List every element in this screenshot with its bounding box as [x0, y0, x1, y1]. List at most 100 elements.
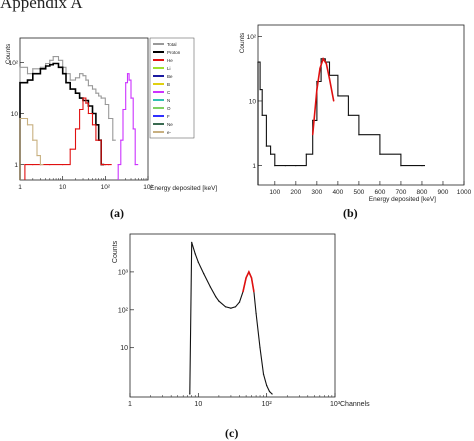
data-point-a-2-5	[69, 148, 71, 150]
data-point-b-0-19	[421, 165, 423, 167]
data-point-c-0-18	[259, 347, 261, 349]
chart-a-svg: 1 10 10² 10³ 1 10 10² Energy deposited [keV] Cou…	[5, 37, 217, 192]
data-point-b-0-6	[284, 165, 286, 167]
chart-panel-b: 100 200 300 400 500 600 700 800 900 1000 1 10 10² Ene…	[236, 15, 474, 220]
data-point-c-0-9	[230, 307, 232, 309]
data-point-a-2-14	[104, 164, 106, 166]
data-point-a-1-8	[62, 73, 64, 75]
data-point-c-0-3	[197, 261, 199, 263]
data-point-a-0-13	[82, 75, 84, 77]
data-point-c-1-3	[250, 277, 253, 279]
legend-box	[149, 37, 195, 139]
x-tick-label-b-8: 900	[438, 189, 449, 196]
data-point-a-1-2	[32, 73, 34, 75]
data-point-b-0-4	[270, 153, 272, 155]
data-point-a-1-11	[74, 92, 77, 94]
data-point-a-1-7	[57, 66, 60, 68]
data-point-b-0-1	[259, 89, 261, 91]
data-point-a-0-14	[85, 79, 87, 81]
data-point-a-0-21	[108, 117, 110, 120]
data-point-a-2-4	[62, 164, 64, 166]
data-point-a-0-5	[49, 59, 51, 61]
data-point-c-0-10	[234, 306, 237, 308]
legend-label-0: Total	[167, 42, 177, 47]
y-axis-label-b: Counts	[239, 32, 246, 53]
legend-label-5: B	[167, 82, 170, 87]
data-point-a-1-6	[52, 62, 54, 65]
data-point-a-2-8	[82, 97, 84, 99]
data-point-b-1-6	[333, 100, 335, 102]
data-point-b-0-16	[358, 134, 360, 136]
data-point-c-0-2	[194, 253, 196, 255]
data-point-c-1-0	[242, 291, 244, 293]
plot-frame-a	[19, 37, 149, 181]
data-point-a-2-7	[79, 108, 81, 111]
data-point-a-0-10	[69, 79, 71, 81]
data-point-a-0-19	[100, 97, 102, 99]
x-tick-label-b-6: 700	[396, 189, 407, 196]
data-point-a-4-3	[36, 155, 38, 157]
data-point-a-0-0	[19, 66, 21, 68]
data-point-c-1-1	[245, 277, 247, 279]
data-point-a-4-0	[19, 117, 21, 120]
series-line-b-0	[257, 58, 425, 185]
x-tick-label-a-3: 10³	[143, 184, 153, 191]
data-point-c-0-1	[191, 241, 193, 243]
data-point-b-0-2	[261, 114, 263, 116]
data-point-c-0-22	[271, 393, 273, 395]
legend-label-3: Li	[167, 66, 171, 71]
data-point-a-0-4	[45, 62, 47, 65]
data-point-a-1-9	[65, 82, 67, 84]
y-tick-label-c-2: 10³	[118, 269, 129, 276]
legend-label-1: Proton	[167, 50, 181, 55]
data-point-a-3-2	[122, 108, 124, 111]
data-point-a-3-8	[134, 164, 136, 166]
data-point-a-2-6	[74, 128, 77, 130]
data-point-a-2-9	[85, 102, 87, 104]
data-point-a-3-6	[130, 97, 132, 99]
data-point-a-0-2	[32, 68, 34, 70]
legend-label-6: C	[167, 90, 171, 95]
plot-frame-b	[257, 24, 465, 186]
data-point-b-1-1	[316, 89, 318, 91]
data-point-c-0-8	[224, 306, 227, 308]
data-point-a-1-0	[19, 82, 21, 84]
data-point-c-0-19	[262, 373, 265, 375]
chart-panel-c: 1 10 10² 10³ 10 10² 10³ Channels Counts	[105, 222, 385, 427]
data-point-a-0-18	[98, 95, 100, 97]
y-tick-label-b-2: 10²	[247, 34, 257, 41]
x-tick-label-b-0: 100	[269, 189, 280, 196]
x-tick-label-b-9: 1000	[457, 189, 472, 196]
data-point-c-0-0	[189, 393, 191, 395]
y-tick-label-a-0: 1	[14, 162, 18, 169]
data-point-a-2-12	[95, 139, 97, 141]
data-point-a-3-5	[128, 79, 130, 81]
data-point-b-0-3	[265, 145, 267, 147]
plot-frame-c	[129, 233, 336, 398]
x-tick-label-c-0: 1	[128, 401, 132, 408]
data-point-a-4-2	[32, 139, 34, 141]
data-point-b-0-11	[320, 58, 322, 60]
data-point-b-1-2	[319, 67, 321, 69]
x-axis-label-c: Channels	[340, 401, 370, 408]
data-point-a-1-1	[26, 79, 29, 81]
data-point-b-0-18	[400, 165, 402, 167]
x-axis-label-a: Energy deposited [keV]	[150, 185, 217, 192]
data-point-b-0-0	[257, 61, 259, 63]
legend-label-10: Ne	[167, 122, 173, 127]
appendix-heading: Appendix A	[0, 0, 83, 12]
caption-a: (a)	[110, 206, 124, 220]
data-point-a-2-10	[87, 112, 89, 115]
data-point-b-0-8	[305, 153, 307, 155]
legend-label-11: e-	[167, 130, 172, 135]
data-point-a-2-3	[49, 164, 51, 166]
data-point-c-0-17	[255, 312, 257, 315]
data-point-a-0-1	[26, 73, 29, 75]
data-point-a-2-15	[108, 164, 110, 166]
y-axis-label-c: Counts	[112, 240, 119, 263]
data-point-a-2-11	[91, 124, 94, 126]
caption-b: (b)	[343, 206, 358, 220]
data-point-c-0-7	[218, 300, 220, 302]
x-tick-label-c-1: 10	[194, 401, 202, 408]
